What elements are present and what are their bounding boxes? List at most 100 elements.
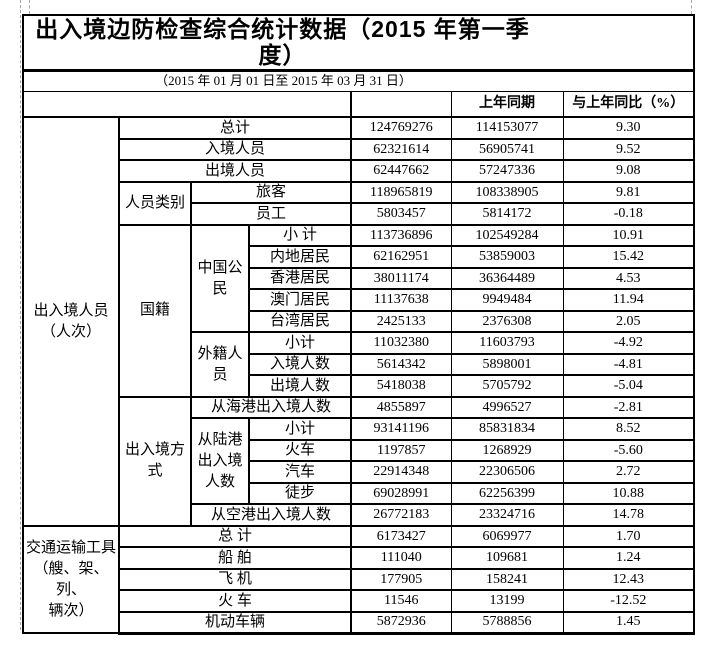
page-break-line-left xyxy=(20,0,21,630)
value-yoy: -5.60 xyxy=(562,438,696,463)
value-yoy: -2.81 xyxy=(562,395,696,420)
row-label: 小 计 xyxy=(248,223,352,248)
value-current: 38011174 xyxy=(350,266,452,291)
value-current: 124769276 xyxy=(350,116,452,140)
value-prev-year: 62256399 xyxy=(450,481,564,506)
value-yoy: -4.81 xyxy=(562,352,696,377)
value-current: 62321614 xyxy=(350,137,452,162)
value-current: 118965819 xyxy=(350,180,452,205)
row-label: 旅客 xyxy=(190,180,352,205)
value-current: 111040 xyxy=(350,546,452,570)
table-row: 国籍 中国公 民 小 计 113736896 102549284 10.91 xyxy=(23,223,696,398)
value-prev-year: 85831834 xyxy=(450,417,564,441)
row-label: 出境人员 xyxy=(118,159,352,183)
row-label: 徒步 xyxy=(248,481,352,506)
value-current: 22914348 xyxy=(350,460,452,484)
row-label: 香港居民 xyxy=(248,266,352,291)
value-current: 11137638 xyxy=(350,288,452,312)
value-prev-year: 108338905 xyxy=(450,180,564,205)
value-prev-year: 9949484 xyxy=(450,288,564,312)
value-current: 5872936 xyxy=(350,610,452,635)
row-label: 入境人数 xyxy=(248,352,352,377)
row-label: 从海港出入境人数 xyxy=(190,395,352,420)
value-current: 4855897 xyxy=(350,395,452,420)
value-current: 11032380 xyxy=(350,331,452,355)
value-yoy: 8.52 xyxy=(562,417,696,441)
col-header-yoy: 与上年同比（%） xyxy=(562,90,696,119)
group-land-port: 从陆港 出入境 人数 xyxy=(190,417,250,506)
value-prev-year: 36364489 xyxy=(450,266,564,291)
row-label: 飞 机 xyxy=(118,567,352,592)
group-entry-exit-persons: 出入境人员 （人次） xyxy=(22,116,120,527)
table-row: 出入境方 式 从海港出入境人数 4855897 4996527 -2.81 xyxy=(23,395,696,527)
value-prev-year: 53859003 xyxy=(450,245,564,269)
row-label: 入境人员 xyxy=(118,137,352,162)
report-period: （2015 年 01 月 01 日至 2015 年 03 月 31 日） xyxy=(21,69,696,92)
value-current: 5418038 xyxy=(350,374,452,398)
table-row: 人员类别 旅客 118965819 108338905 9.81 xyxy=(23,180,696,226)
value-yoy: 11.94 xyxy=(562,288,696,312)
value-prev-year: 6069977 xyxy=(450,524,564,549)
value-prev-year: 57247336 xyxy=(450,159,564,183)
statistics-table: 出入境边防检查综合统计数据（2015 年第一季度） （2015 年 01 月 0… xyxy=(21,13,696,635)
value-yoy: 9.30 xyxy=(562,116,696,140)
value-prev-year: 56905741 xyxy=(450,137,564,162)
value-yoy: 1.70 xyxy=(562,524,696,549)
value-current: 177905 xyxy=(350,567,452,592)
value-current: 1197857 xyxy=(350,438,452,463)
title-row: 出入境边防检查综合统计数据（2015 年第一季度） xyxy=(21,13,696,72)
value-yoy: 12.43 xyxy=(562,567,696,592)
value-current: 5614342 xyxy=(350,352,452,377)
value-yoy: 14.78 xyxy=(562,503,696,527)
value-yoy: -4.92 xyxy=(562,331,696,355)
value-prev-year: 11603793 xyxy=(450,331,564,355)
value-prev-year: 4996527 xyxy=(450,395,564,420)
table-row: 飞 机 177905 158241 12.43 xyxy=(23,567,696,592)
value-yoy: 9.52 xyxy=(562,137,696,162)
value-yoy: 1.45 xyxy=(562,610,696,635)
row-label: 船 舶 xyxy=(118,546,352,570)
group-entry-exit-mode: 出入境方 式 xyxy=(118,395,192,527)
value-yoy: -12.52 xyxy=(562,589,696,613)
table-row: 员工 5803457 5814172 -0.18 xyxy=(23,202,696,226)
table-row: 台湾居民 2425133 2376308 2.05 xyxy=(23,309,696,334)
value-yoy: 15.42 xyxy=(562,245,696,269)
row-label: 台湾居民 xyxy=(248,309,352,334)
value-current: 69028991 xyxy=(350,481,452,506)
subtitle-row: （2015 年 01 月 01 日至 2015 年 03 月 31 日） xyxy=(21,69,696,92)
value-yoy: -0.18 xyxy=(562,202,696,226)
row-label: 内地居民 xyxy=(248,245,352,269)
value-prev-year: 22306506 xyxy=(450,460,564,484)
value-current: 2425133 xyxy=(350,309,452,334)
row-label: 火 车 xyxy=(118,589,352,613)
value-yoy: 2.72 xyxy=(562,460,696,484)
table-row: 从陆港 出入境 人数 小计 93141196 85831834 8.52 xyxy=(23,417,696,506)
value-current: 6173427 xyxy=(350,524,452,549)
value-prev-year: 5898001 xyxy=(450,352,564,377)
row-label: 小计 xyxy=(248,417,352,441)
value-prev-year: 109681 xyxy=(450,546,564,570)
table-row: 外籍人 员 小计 11032380 11603793 -4.92 xyxy=(23,331,696,398)
value-yoy: -5.04 xyxy=(562,374,696,398)
value-prev-year: 23324716 xyxy=(450,503,564,527)
page-title: 出入境边防检查综合统计数据（2015 年第一季度） xyxy=(21,13,696,72)
group-foreign-nationals: 外籍人 员 xyxy=(190,331,250,398)
table-row: 交通运输工具 （艘、架、列、 辆次） 总 计 6173427 6069977 1… xyxy=(22,524,696,635)
page-break-line-right xyxy=(691,0,692,14)
table-row: 出境人员 62447662 57247336 9.08 xyxy=(23,159,696,183)
value-yoy: 9.81 xyxy=(562,180,696,205)
group-transport-vehicles: 交通运输工具 （艘、架、列、 辆次） xyxy=(22,524,120,635)
row-label: 总 计 xyxy=(118,524,352,549)
value-prev-year: 5814172 xyxy=(450,202,564,226)
value-current: 5803457 xyxy=(350,202,452,226)
table-row: 澳门居民 11137638 9949484 11.94 xyxy=(23,288,696,312)
row-label: 澳门居民 xyxy=(248,288,352,312)
table-row: 入境人员 62321614 56905741 9.52 xyxy=(23,137,696,162)
row-label: 火车 xyxy=(248,438,352,463)
row-label: 出境人数 xyxy=(248,374,352,398)
table-row: 香港居民 38011174 36364489 4.53 xyxy=(23,266,696,291)
group-person-category: 人员类别 xyxy=(118,180,192,226)
value-prev-year: 114153077 xyxy=(450,116,564,140)
group-chinese-citizens: 中国公 民 xyxy=(190,223,250,334)
